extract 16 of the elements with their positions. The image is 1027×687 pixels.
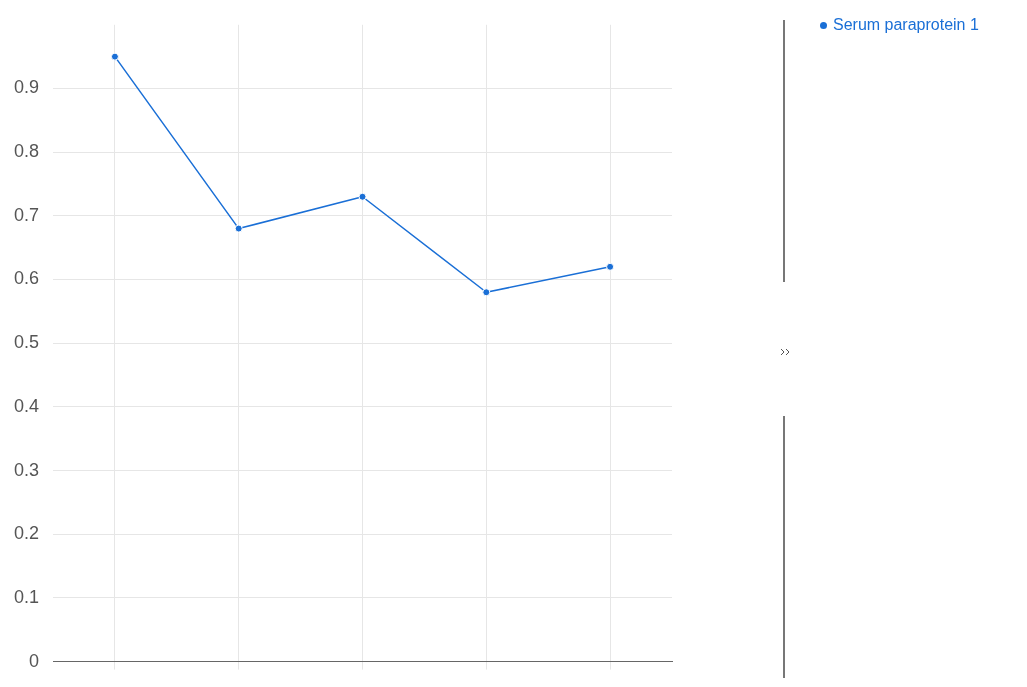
point — [234, 224, 243, 233]
point — [606, 262, 615, 271]
y-tick-label: 0.2 — [13, 523, 40, 544]
y-tick-label: 0 — [29, 650, 40, 671]
point — [358, 192, 367, 201]
y-tick-label: 0.8 — [13, 141, 40, 162]
y-tick-label: 0.9 — [13, 77, 40, 98]
point — [110, 52, 119, 61]
y-tick-label: 0.4 — [13, 395, 40, 416]
y-tick-label: 0.7 — [13, 204, 40, 225]
y-tick-label: 0.5 — [13, 332, 40, 353]
y-tick-label: 0.1 — [13, 586, 40, 607]
legend-label: Serum paraprotein 1 — [833, 16, 979, 34]
point — [482, 288, 491, 297]
y-tick-label: 0.6 — [13, 268, 40, 289]
y-tick-label: 0.3 — [13, 459, 40, 480]
